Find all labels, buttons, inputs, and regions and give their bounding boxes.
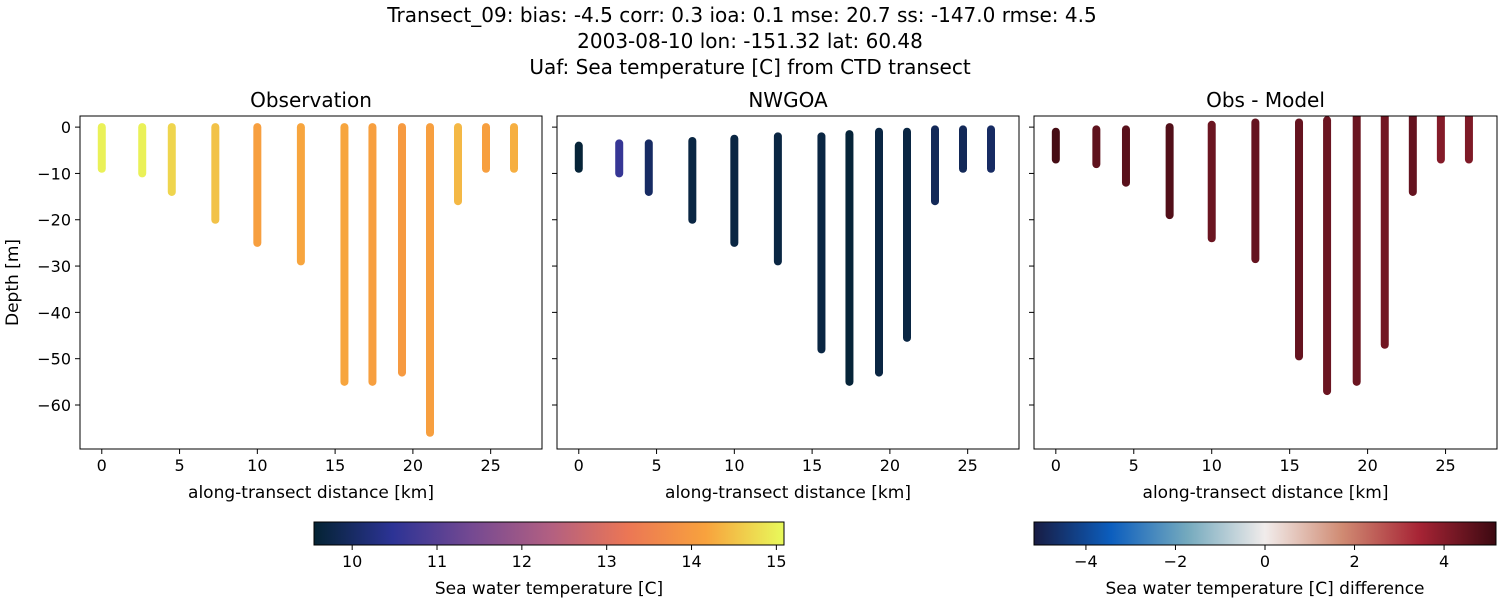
colorbar-tick-label: 10 <box>342 552 362 571</box>
colorbar-1: 10 11 12 13 14 15 Sea water temperature [C] <box>313 521 787 599</box>
colorbar-label: Sea water temperature [C] <box>435 579 663 599</box>
axes-frame <box>556 115 1020 450</box>
x-tick-label: 25 <box>957 456 977 475</box>
colorbar-2: −4 −2 0 2 4 Sea water temperature [C] differe… <box>1033 521 1497 599</box>
y-axis-label: Depth [m] <box>3 239 23 326</box>
colorbar-tick-label: −4 <box>1074 552 1098 571</box>
axes-frame <box>79 115 543 450</box>
y-tick-label: −60 <box>37 396 71 415</box>
y-tick-label: −30 <box>37 257 71 276</box>
y-tick-label: −20 <box>37 211 71 230</box>
colorbar-tick-label: 4 <box>1439 552 1449 571</box>
x-tick-label: 0 <box>97 456 107 475</box>
panel-title: Obs - Model <box>1206 88 1325 112</box>
x-tick-label: 15 <box>1279 456 1299 475</box>
title-line-3: Uaf: Sea temperature [C] from CTD transe… <box>529 55 970 79</box>
panel-2: NWGOA 0 5 10 15 20 25 along-transect distance [… <box>552 88 1020 503</box>
x-tick-label: 10 <box>724 456 744 475</box>
colorbar-tick-label: 2 <box>1349 552 1359 571</box>
colorbar-tick-label: 0 <box>1260 552 1270 571</box>
colorbar-gradient <box>313 521 785 546</box>
y-tick-label: 0 <box>61 118 71 137</box>
panel-3: Obs - Model 0 5 10 15 20 25 along-transect dist… <box>1029 88 1498 503</box>
y-tick-label: −50 <box>37 350 71 369</box>
title-line-1: Transect_09: bias: -4.5 corr: 0.3 ioa: 0… <box>386 3 1096 27</box>
x-tick-label: 5 <box>174 456 184 475</box>
x-tick-label: 5 <box>651 456 661 475</box>
x-tick-label: 0 <box>574 456 584 475</box>
x-tick-label: 25 <box>480 456 500 475</box>
colorbar-tick-label: 12 <box>512 552 532 571</box>
colorbar-tick-label: 14 <box>681 552 701 571</box>
x-axis-label: along-transect distance [km] <box>1143 483 1389 503</box>
x-tick-label: 5 <box>1129 456 1139 475</box>
x-axis-label: along-transect distance [km] <box>188 483 434 503</box>
x-tick-label: 10 <box>247 456 267 475</box>
colorbar-tick-label: 15 <box>766 552 786 571</box>
colorbar-label: Sea water temperature [C] difference <box>1105 579 1424 599</box>
y-tick-label: −40 <box>37 303 71 322</box>
panel-title: Observation <box>250 88 372 112</box>
colorbar-tick-label: 13 <box>597 552 617 571</box>
x-tick-label: 10 <box>1202 456 1222 475</box>
x-tick-label: 20 <box>1357 456 1377 475</box>
x-tick-label: 20 <box>880 456 900 475</box>
x-tick-label: 15 <box>325 456 345 475</box>
x-tick-label: 0 <box>1051 456 1061 475</box>
x-tick-label: 15 <box>802 456 822 475</box>
panel-1: Observation 0 5 10 15 20 25 along-transect dist… <box>3 88 543 503</box>
x-axis-label: along-transect distance [km] <box>665 483 911 503</box>
x-tick-label: 20 <box>403 456 423 475</box>
colorbar-tick-label: −2 <box>1164 552 1188 571</box>
colorbar-tick-label: 11 <box>427 552 447 571</box>
y-tick-label: −10 <box>37 164 71 183</box>
axes-frame <box>1033 115 1498 450</box>
x-tick-label: 25 <box>1435 456 1455 475</box>
title-line-2: 2003-08-10 lon: -151.32 lat: 60.48 <box>577 29 923 53</box>
panel-title: NWGOA <box>748 88 828 112</box>
colorbar-gradient <box>1033 521 1497 546</box>
